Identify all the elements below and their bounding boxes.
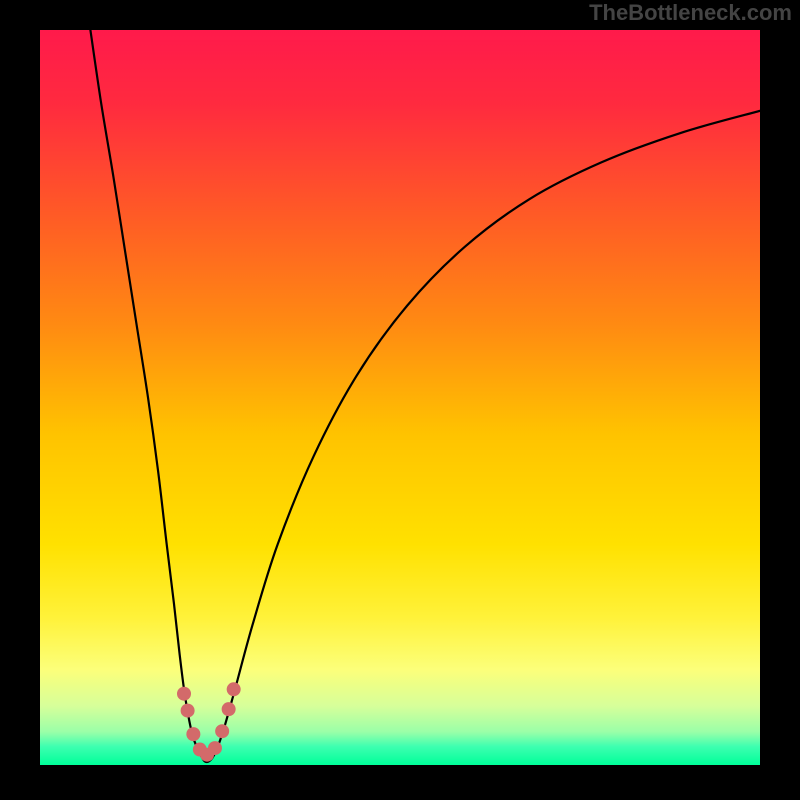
chart-overlay-svg <box>0 0 800 800</box>
valley-marker <box>186 727 200 741</box>
watermark-text: TheBottleneck.com <box>589 0 792 26</box>
valley-marker <box>222 702 236 716</box>
valley-marker <box>215 724 229 738</box>
bottleneck-curve <box>90 30 760 762</box>
valley-marker <box>181 704 195 718</box>
valley-marker <box>177 687 191 701</box>
valley-marker <box>227 682 241 696</box>
valley-marker <box>208 741 222 755</box>
